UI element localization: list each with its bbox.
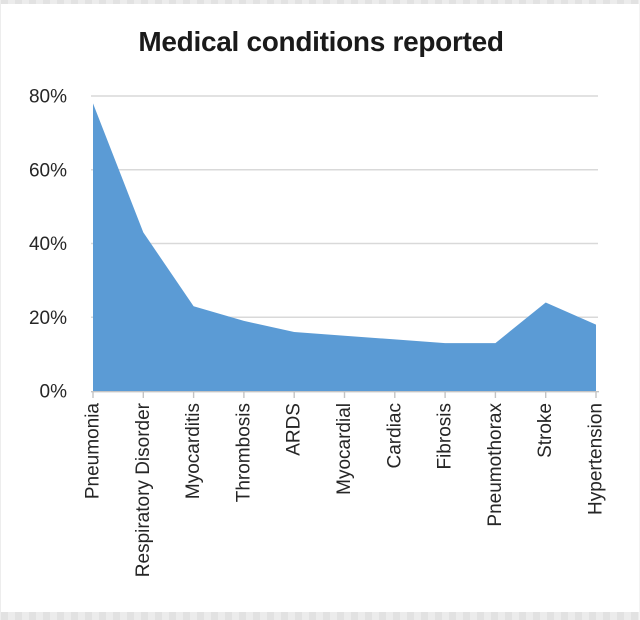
x-axis-category-label: Cardiac	[384, 403, 405, 468]
x-axis-category-label: Stroke	[535, 403, 556, 458]
x-axis-category-label: Respiratory Disorder	[133, 402, 154, 577]
y-axis-tick-label: 40%	[29, 234, 67, 255]
chart-title: Medical conditions reported	[138, 26, 504, 57]
x-axis-category-label: Fibrosis	[435, 403, 456, 470]
y-axis-tick-label: 0%	[40, 382, 68, 403]
y-axis-tick-label: 60%	[29, 160, 67, 181]
y-axis-tick-label: 80%	[29, 87, 67, 108]
x-axis-category-label: ARDS	[284, 403, 305, 456]
bottom-edge-strip	[1, 612, 639, 620]
x-axis-category-label: Hypertension	[586, 403, 607, 515]
x-axis-category-label: Pneumonia	[83, 403, 104, 500]
y-axis-tick-label: 20%	[29, 308, 67, 329]
top-edge-strip	[1, 0, 639, 4]
x-axis-category-label: Thrombosis	[233, 403, 254, 502]
x-axis-category-label: Myocardial	[334, 403, 355, 495]
area-series	[93, 103, 596, 392]
x-axis-category-label: Myocarditis	[183, 403, 204, 499]
x-axis-category-label: Pneumothorax	[485, 403, 506, 527]
